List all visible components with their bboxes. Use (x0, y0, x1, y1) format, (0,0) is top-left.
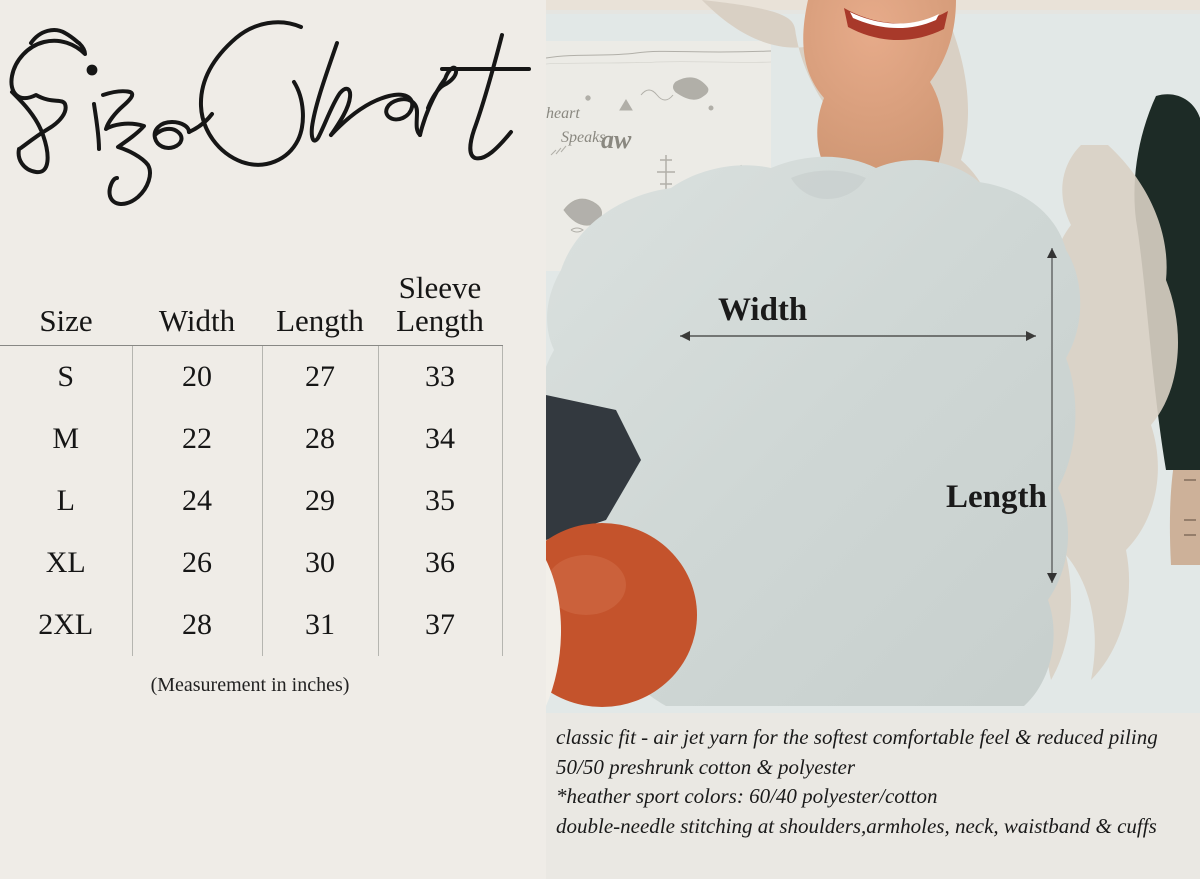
svg-text:Width: Width (718, 292, 807, 328)
svg-text:Length: Length (946, 479, 1047, 515)
